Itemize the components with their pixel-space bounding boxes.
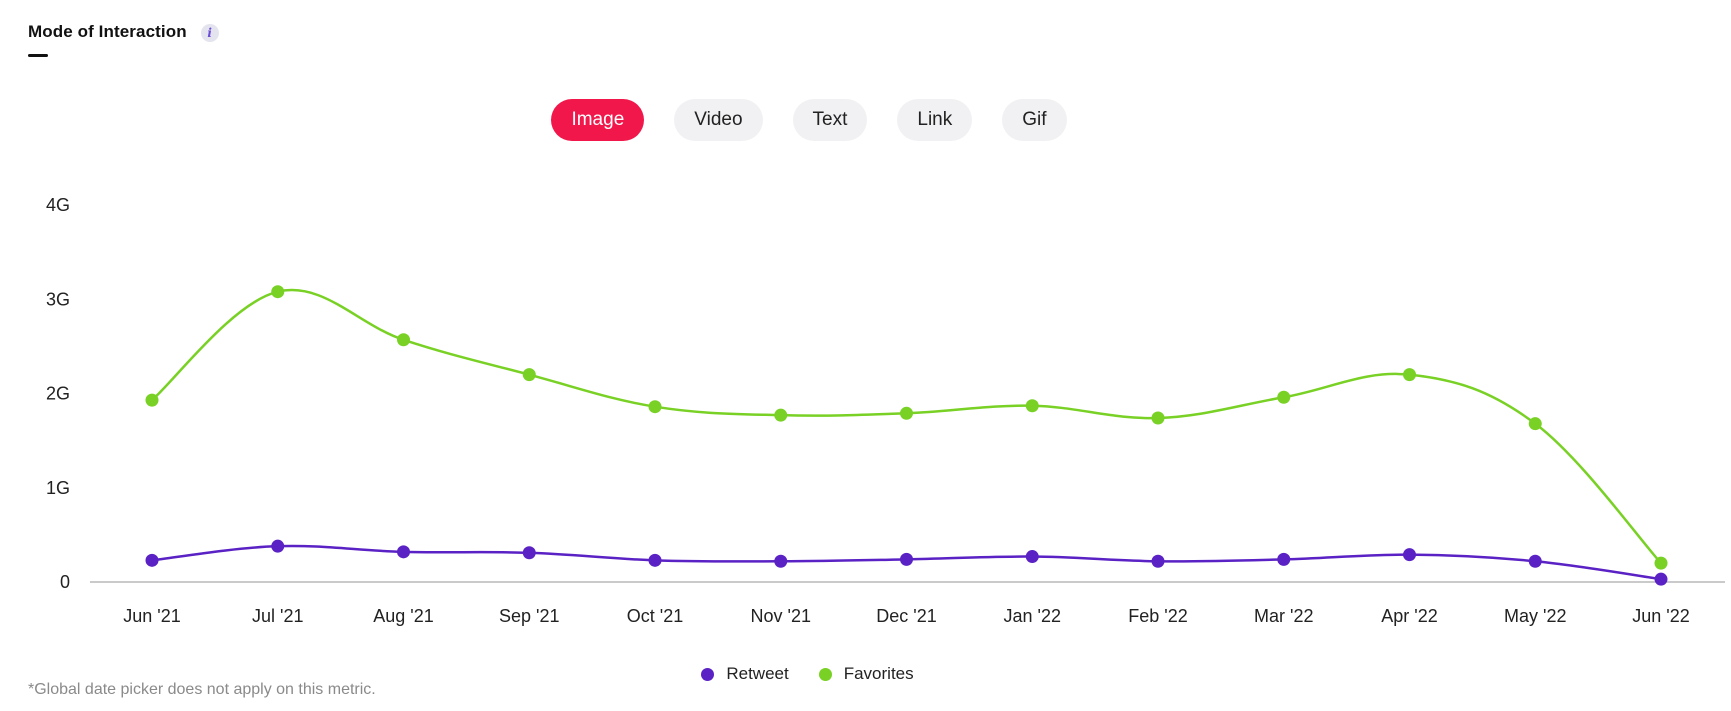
legend-label-favorites: Favorites bbox=[843, 664, 914, 683]
tab-gif[interactable]: Gif bbox=[1002, 99, 1067, 141]
legend-dot-retweet bbox=[701, 667, 715, 681]
chart-legend: Retweet Favorites bbox=[0, 664, 1731, 684]
data-point-retweet bbox=[397, 545, 410, 559]
data-point-favorites bbox=[1025, 399, 1039, 413]
legend-dot-favorites bbox=[818, 667, 832, 681]
data-point-retweet bbox=[774, 554, 788, 568]
data-point-retweet bbox=[648, 553, 662, 567]
x-tick-label: May '22 bbox=[1504, 606, 1566, 626]
y-tick-label: 4G bbox=[46, 195, 70, 215]
x-tick-label: Sep '21 bbox=[499, 606, 560, 626]
tab-video[interactable]: Video bbox=[674, 99, 763, 141]
x-tick-label: Mar '22 bbox=[1254, 606, 1313, 626]
x-tick-label: Jun '22 bbox=[1632, 606, 1689, 626]
data-point-favorites bbox=[1654, 556, 1668, 570]
interaction-type-tabs: Image Video Text Link Gif bbox=[0, 99, 1731, 141]
y-tick-label: 1G bbox=[46, 478, 70, 498]
data-point-retweet bbox=[900, 552, 913, 566]
legend-item-favorites[interactable]: Favorites bbox=[818, 664, 914, 684]
x-tick-label: Aug '21 bbox=[373, 606, 434, 626]
data-point-favorites bbox=[522, 368, 536, 382]
y-tick-label: 3G bbox=[46, 289, 70, 309]
data-point-favorites bbox=[397, 333, 410, 347]
data-point-retweet bbox=[1528, 554, 1542, 568]
tab-text[interactable]: Text bbox=[792, 99, 868, 141]
data-point-favorites bbox=[271, 285, 285, 299]
x-tick-label: Oct '21 bbox=[627, 606, 683, 626]
x-tick-label: Dec '21 bbox=[876, 606, 936, 626]
data-point-retweet bbox=[271, 539, 285, 553]
x-tick-label: Feb '22 bbox=[1128, 606, 1187, 626]
y-tick-label: 2G bbox=[46, 384, 70, 404]
data-point-retweet bbox=[522, 546, 536, 560]
x-tick-label: Jan '22 bbox=[1004, 606, 1061, 626]
series-line-favorites bbox=[151, 288, 1662, 564]
data-point-favorites bbox=[900, 406, 913, 420]
data-point-retweet bbox=[1277, 552, 1291, 566]
data-point-retweet bbox=[145, 553, 159, 567]
data-point-favorites bbox=[1528, 417, 1542, 431]
data-point-retweet bbox=[1025, 550, 1039, 564]
x-tick-label: Jun '21 bbox=[123, 606, 180, 626]
data-point-favorites bbox=[1277, 390, 1291, 404]
title-underline bbox=[28, 54, 48, 57]
data-point-favorites bbox=[648, 400, 662, 414]
tab-image[interactable]: Image bbox=[551, 99, 645, 141]
tab-link[interactable]: Link bbox=[897, 99, 973, 141]
data-point-favorites bbox=[1151, 411, 1165, 425]
x-tick-label: Jul '21 bbox=[252, 606, 303, 626]
x-tick-label: Apr '22 bbox=[1381, 606, 1437, 626]
chart-header: Mode of Interaction i bbox=[28, 22, 219, 42]
data-point-favorites bbox=[1403, 368, 1416, 382]
data-point-retweet bbox=[1403, 548, 1416, 562]
y-tick-label: 0 bbox=[60, 572, 70, 592]
data-point-retweet bbox=[1151, 554, 1165, 568]
info-icon[interactable]: i bbox=[200, 24, 219, 42]
section-title: Mode of Interaction bbox=[28, 22, 187, 41]
data-point-favorites bbox=[774, 408, 788, 422]
data-point-retweet bbox=[1654, 572, 1668, 586]
data-point-favorites bbox=[145, 393, 159, 407]
legend-label-retweet: Retweet bbox=[726, 664, 789, 683]
footnote: *Global date picker does not apply on th… bbox=[28, 681, 376, 698]
x-tick-label: Nov '21 bbox=[751, 606, 811, 626]
legend-item-retweet[interactable]: Retweet bbox=[701, 664, 789, 684]
